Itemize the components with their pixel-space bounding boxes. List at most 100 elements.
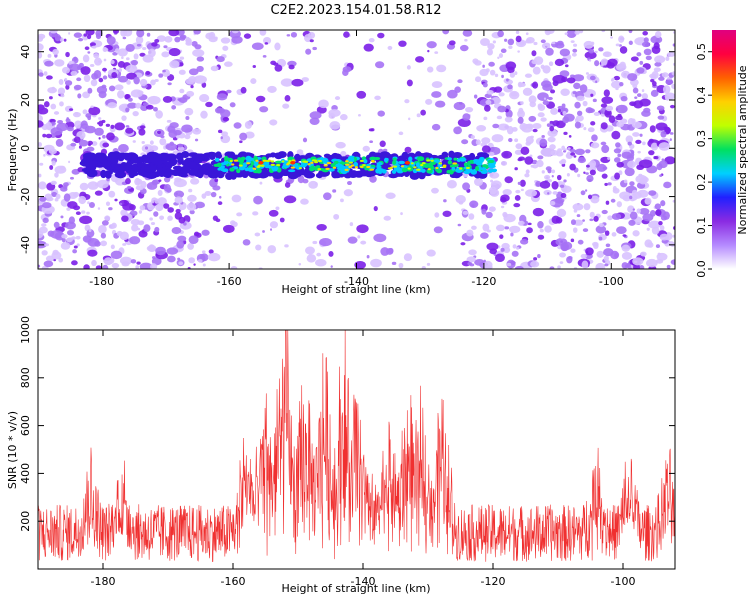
noise-blob <box>340 198 344 203</box>
noise-blob <box>574 101 581 109</box>
noise-blob <box>39 162 44 166</box>
signal-hot <box>229 159 233 163</box>
noise-blob <box>86 229 95 238</box>
signal-core <box>426 168 433 174</box>
noise-blob <box>185 37 192 45</box>
noise-blob <box>593 111 601 116</box>
noise-blob <box>571 52 577 57</box>
signal-blob <box>148 152 159 158</box>
noise-blob <box>540 39 546 44</box>
noise-blob <box>547 192 550 195</box>
x-tick-label: -180 <box>91 575 116 588</box>
noise-blob <box>557 108 561 113</box>
noise-blob <box>581 260 589 269</box>
noise-blob <box>91 141 98 146</box>
colorbar-scale <box>712 30 736 269</box>
noise-blob <box>536 182 541 186</box>
noise-blob <box>464 38 468 42</box>
noise-blob <box>123 200 128 204</box>
noise-blob <box>574 121 582 129</box>
signal-blob <box>287 172 299 180</box>
noise-blob <box>596 163 607 172</box>
noise-blob <box>406 65 411 70</box>
noise-blob <box>168 48 181 57</box>
noise-blob <box>474 259 485 266</box>
noise-blob <box>570 40 575 43</box>
y-tick-label: 600 <box>19 415 32 436</box>
noise-blob <box>462 210 469 215</box>
noise-blob <box>173 190 185 199</box>
signal-blob <box>105 170 113 176</box>
noise-blob <box>54 172 59 178</box>
noise-blob <box>84 46 90 51</box>
noise-blob <box>147 95 161 105</box>
noise-blob <box>582 219 585 222</box>
noise-blob <box>121 56 124 59</box>
noise-blob <box>561 185 572 193</box>
noise-blob <box>86 211 90 215</box>
noise-blob <box>133 76 140 85</box>
noise-blob <box>590 121 596 126</box>
noise-blob <box>117 90 125 99</box>
y-tick-label: 40 <box>19 45 32 59</box>
signal-blob <box>270 152 277 158</box>
signal-hot <box>421 162 426 165</box>
noise-blob <box>522 87 533 96</box>
noise-blob <box>177 146 185 151</box>
x-tick-label: -120 <box>481 575 506 588</box>
noise-blob <box>55 193 61 200</box>
noise-blob <box>315 259 327 267</box>
noise-blob <box>656 59 661 63</box>
noise-blob <box>151 42 158 47</box>
noise-blob <box>135 102 142 109</box>
noise-blob <box>468 213 475 220</box>
signal-core <box>475 166 480 171</box>
noise-blob <box>176 240 185 249</box>
noise-blob <box>105 123 111 127</box>
noise-blob <box>590 142 600 149</box>
noise-blob <box>98 77 104 83</box>
colorbar-tick: 0.4 <box>695 86 712 104</box>
noise-blob <box>514 167 518 171</box>
noise-blob <box>38 33 46 40</box>
signal-core <box>429 161 436 166</box>
signal-hot <box>303 160 309 163</box>
noise-blob <box>142 46 147 51</box>
signal-core <box>274 160 283 164</box>
noise-blob <box>514 71 518 76</box>
noise-blob <box>132 111 139 117</box>
noise-blob <box>585 247 594 256</box>
noise-blob <box>139 205 146 211</box>
noise-blob <box>83 74 91 83</box>
noise-blob <box>152 256 156 260</box>
noise-blob <box>72 249 78 254</box>
noise-blob <box>196 56 205 62</box>
tick: -40 <box>19 236 675 254</box>
noise-blob <box>620 95 628 102</box>
noise-blob <box>127 185 132 189</box>
signal-core <box>255 168 262 174</box>
noise-blob <box>508 138 513 143</box>
noise-blob <box>163 203 170 209</box>
noise-blob <box>42 133 47 138</box>
noise-blob <box>504 176 513 184</box>
noise-blob <box>349 222 354 227</box>
noise-blob <box>487 43 495 50</box>
noise-blob <box>515 143 523 150</box>
noise-blob <box>259 30 267 36</box>
noise-blob <box>136 30 145 38</box>
noise-blob <box>562 116 570 124</box>
noise-blob <box>560 88 570 97</box>
signal-blob <box>98 155 109 160</box>
noise-blob <box>659 233 670 241</box>
noise-blob <box>50 103 57 110</box>
noise-blob <box>284 94 291 102</box>
noise-blob <box>504 38 508 42</box>
x-tick-label: -140 <box>344 275 369 288</box>
noise-blob <box>149 140 154 145</box>
signal-blob <box>388 173 399 179</box>
x-tick-label: -160 <box>221 575 246 588</box>
noise-blob <box>443 199 447 203</box>
noise-blob <box>186 202 197 211</box>
noise-blob <box>110 244 115 250</box>
